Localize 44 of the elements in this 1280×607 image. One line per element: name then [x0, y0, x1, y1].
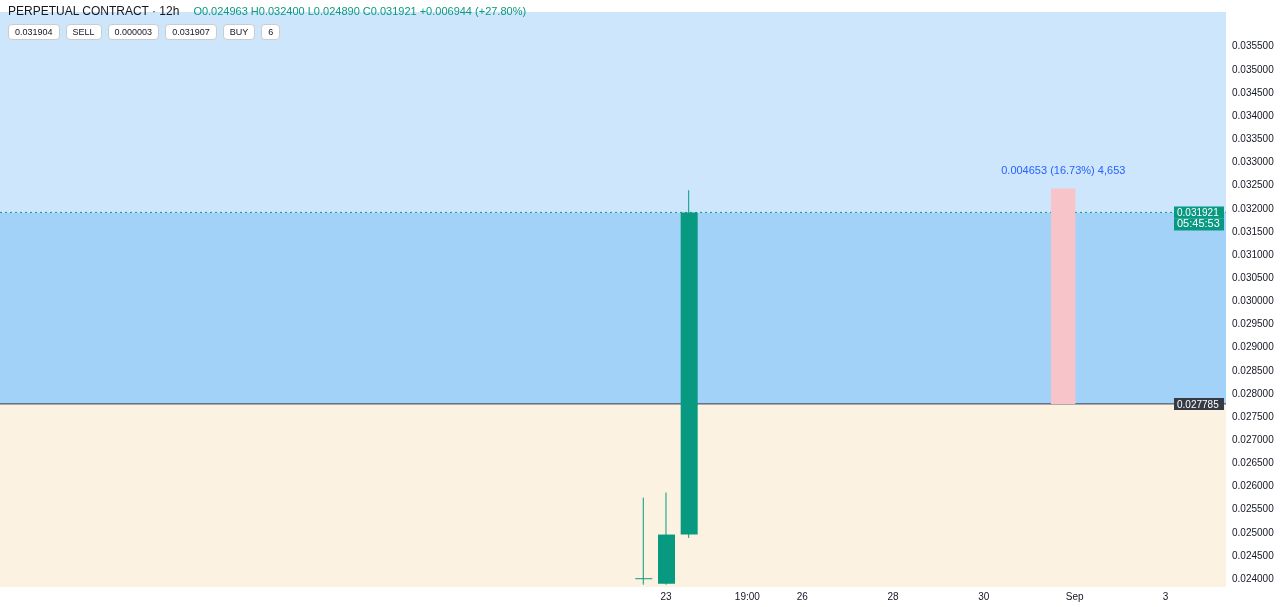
y-tick-label: 0.029500 [1232, 318, 1275, 330]
annotation: 0.004653 (16.73%) 4,653 [1001, 164, 1126, 177]
annotation: SELL [65, 24, 102, 40]
y-tick-label: 0.034500 [1232, 86, 1275, 98]
x-tick-label: 26 [796, 590, 809, 602]
candlestick [635, 497, 653, 586]
ref-line-label: 0.031921 [1177, 207, 1220, 219]
y-tick-label: 0.035500 [1232, 40, 1275, 52]
ref-line-label: 0.027785 [1177, 398, 1220, 410]
x-tick-label: 28 [887, 590, 900, 602]
y-tick-label: 0.032000 [1232, 202, 1275, 214]
y-tick-label: 0.027000 [1232, 433, 1275, 445]
x-tick-label: 19:00 [734, 590, 761, 602]
y-tick-label: 0.034000 [1232, 109, 1275, 121]
y-tick-label: 0.024000 [1232, 572, 1275, 584]
annotation: 0.031904 [8, 24, 60, 40]
y-tick-label: 0.027500 [1232, 410, 1275, 422]
y-tick-label: 0.028500 [1232, 364, 1275, 376]
y-tick-label: 0.028000 [1232, 387, 1275, 399]
y-tick-label: 0.030000 [1232, 295, 1275, 307]
y-tick-label: 0.026000 [1232, 480, 1275, 492]
y-tick-label: 0.030500 [1232, 271, 1275, 283]
y-tick-label: 0.035000 [1232, 63, 1275, 75]
annotation: 0.031907 [165, 24, 217, 40]
y-tick-label: 0.025000 [1232, 526, 1275, 538]
y-tick-label: 0.024500 [1232, 549, 1275, 561]
annotation: 05:45:53 [1177, 217, 1220, 230]
y-tick-label: 0.031000 [1232, 248, 1275, 260]
y-tick-label: 0.033000 [1232, 156, 1275, 168]
annotation: 0.000003 [107, 24, 160, 40]
y-tick-label: 0.025500 [1232, 503, 1275, 515]
x-tick-label: 30 [978, 590, 990, 602]
x-tick-label: Sep [1065, 590, 1084, 602]
x-tick-label: 3 [1162, 590, 1169, 602]
x-tick-label: 23 [660, 590, 672, 602]
y-tick-label: 0.031500 [1232, 225, 1275, 237]
annotation: 6 [261, 24, 281, 40]
y-tick-label: 0.029000 [1232, 341, 1275, 353]
y-tick-label: 0.033500 [1232, 133, 1275, 145]
y-tick-label: 0.032500 [1232, 179, 1275, 191]
annotation: BUY [222, 24, 256, 40]
y-tick-label: 0.026500 [1232, 457, 1275, 469]
chart-title: PERPETUAL CONTRACT · 12h [8, 4, 180, 18]
chart-subtitle: O0.024963 H0.032400 L0.024890 C0.031921 +0.006944 (+27.80%) [193, 5, 527, 17]
